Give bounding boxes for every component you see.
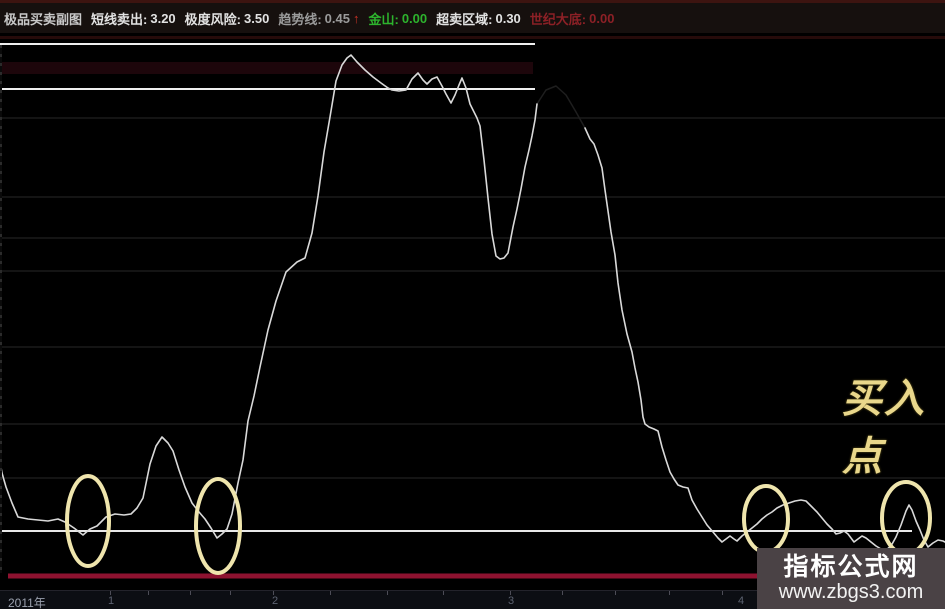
year-label: 2011年 <box>8 596 46 609</box>
axis-label-1: 1 <box>108 595 115 607</box>
buy-point-circle-4 <box>880 480 932 556</box>
indicator-value: 0.45 <box>324 10 350 26</box>
axis-tick <box>148 591 149 595</box>
axis-tick <box>273 591 274 595</box>
indicator-value: 0.00 <box>401 10 428 26</box>
indicator-title-text: 极品买卖副图 <box>4 11 83 27</box>
axis-tick <box>669 591 670 595</box>
indicator-reading-4: 超卖区域: 0.30 <box>436 9 521 28</box>
axis-tick <box>443 591 444 595</box>
watermark-site-name: 指标公式网 <box>783 553 919 582</box>
watermark-url: www.zbgs3.com <box>778 580 924 603</box>
indicator-reading-3: 金山: 0.00 <box>368 9 427 28</box>
indicator-value: 3.50 <box>244 10 270 26</box>
indicator-reading-5: 世纪大底: 0.00 <box>530 9 615 28</box>
indicator-value: 0.00 <box>589 10 615 26</box>
indicator-label: 趋势线: <box>278 11 322 27</box>
indicator-reading-2: 趋势线: 0.45 ↑ <box>278 9 359 28</box>
axis-tick <box>722 591 723 595</box>
indicator-value: 0.30 <box>495 10 521 26</box>
watermark-box: 指标公式网 www.zbgs3.com <box>757 548 945 609</box>
indicator-line-dim-segment <box>536 85 586 129</box>
indicator-title: 极品买卖副图 <box>4 9 82 28</box>
axis-tick <box>562 591 563 595</box>
axis-tick <box>190 591 191 595</box>
indicator-line-left <box>0 54 538 539</box>
indicator-label: 世纪大底: <box>529 11 587 27</box>
axis-tick <box>615 591 616 595</box>
axis-tick <box>387 591 388 595</box>
indicator-label: 超卖区域: <box>436 11 493 27</box>
trend-up-arrow-icon: ↑ <box>352 10 360 26</box>
indicator-header-bar: 极品买卖副图 短线卖出: 3.20 极度风险: 3.50 趋势线: 0.45 ↑ 金山: 0.0… <box>0 0 945 39</box>
dim-maroon-band <box>0 62 533 74</box>
time-axis[interactable]: 2011年 1 2 3 4 <box>0 590 945 609</box>
axis-tick <box>110 591 111 595</box>
indicator-value: 3.20 <box>150 10 176 26</box>
axis-tick <box>230 591 231 595</box>
buy-point-circle-1 <box>65 474 111 568</box>
indicator-label: 短线卖出: <box>91 11 148 27</box>
axis-label-4: 4 <box>738 595 745 607</box>
axis-label-3: 3 <box>508 595 515 607</box>
indicator-label: 极度风险: <box>184 11 242 27</box>
indicator-reading-0: 短线卖出: 3.20 <box>91 9 176 28</box>
indicator-reading-1: 极度风险: 3.50 <box>185 9 270 28</box>
buy-point-annotation: 买入点 <box>842 376 926 479</box>
left-scale-ticks <box>0 45 2 573</box>
indicator-label: 金山: <box>368 11 399 27</box>
axis-tick <box>510 591 511 595</box>
axis-tick <box>330 591 331 595</box>
axis-label-2: 2 <box>272 595 279 607</box>
buy-point-circle-2 <box>194 477 242 575</box>
buy-point-circle-3 <box>742 484 790 554</box>
